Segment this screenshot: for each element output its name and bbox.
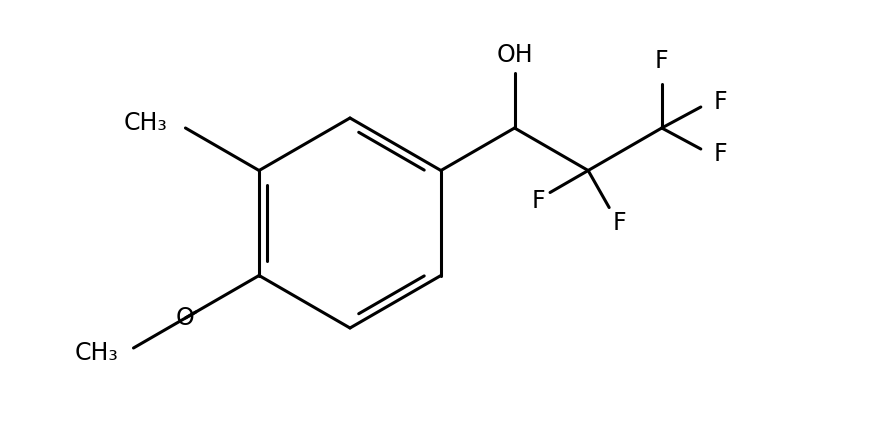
Text: F: F <box>612 211 626 235</box>
Text: OH: OH <box>496 43 533 67</box>
Text: F: F <box>714 90 728 114</box>
Text: O: O <box>177 306 194 330</box>
Text: CH₃: CH₃ <box>124 111 168 135</box>
Text: CH₃: CH₃ <box>74 341 118 365</box>
Text: F: F <box>714 142 728 166</box>
Text: F: F <box>531 190 545 214</box>
Text: F: F <box>655 49 668 73</box>
